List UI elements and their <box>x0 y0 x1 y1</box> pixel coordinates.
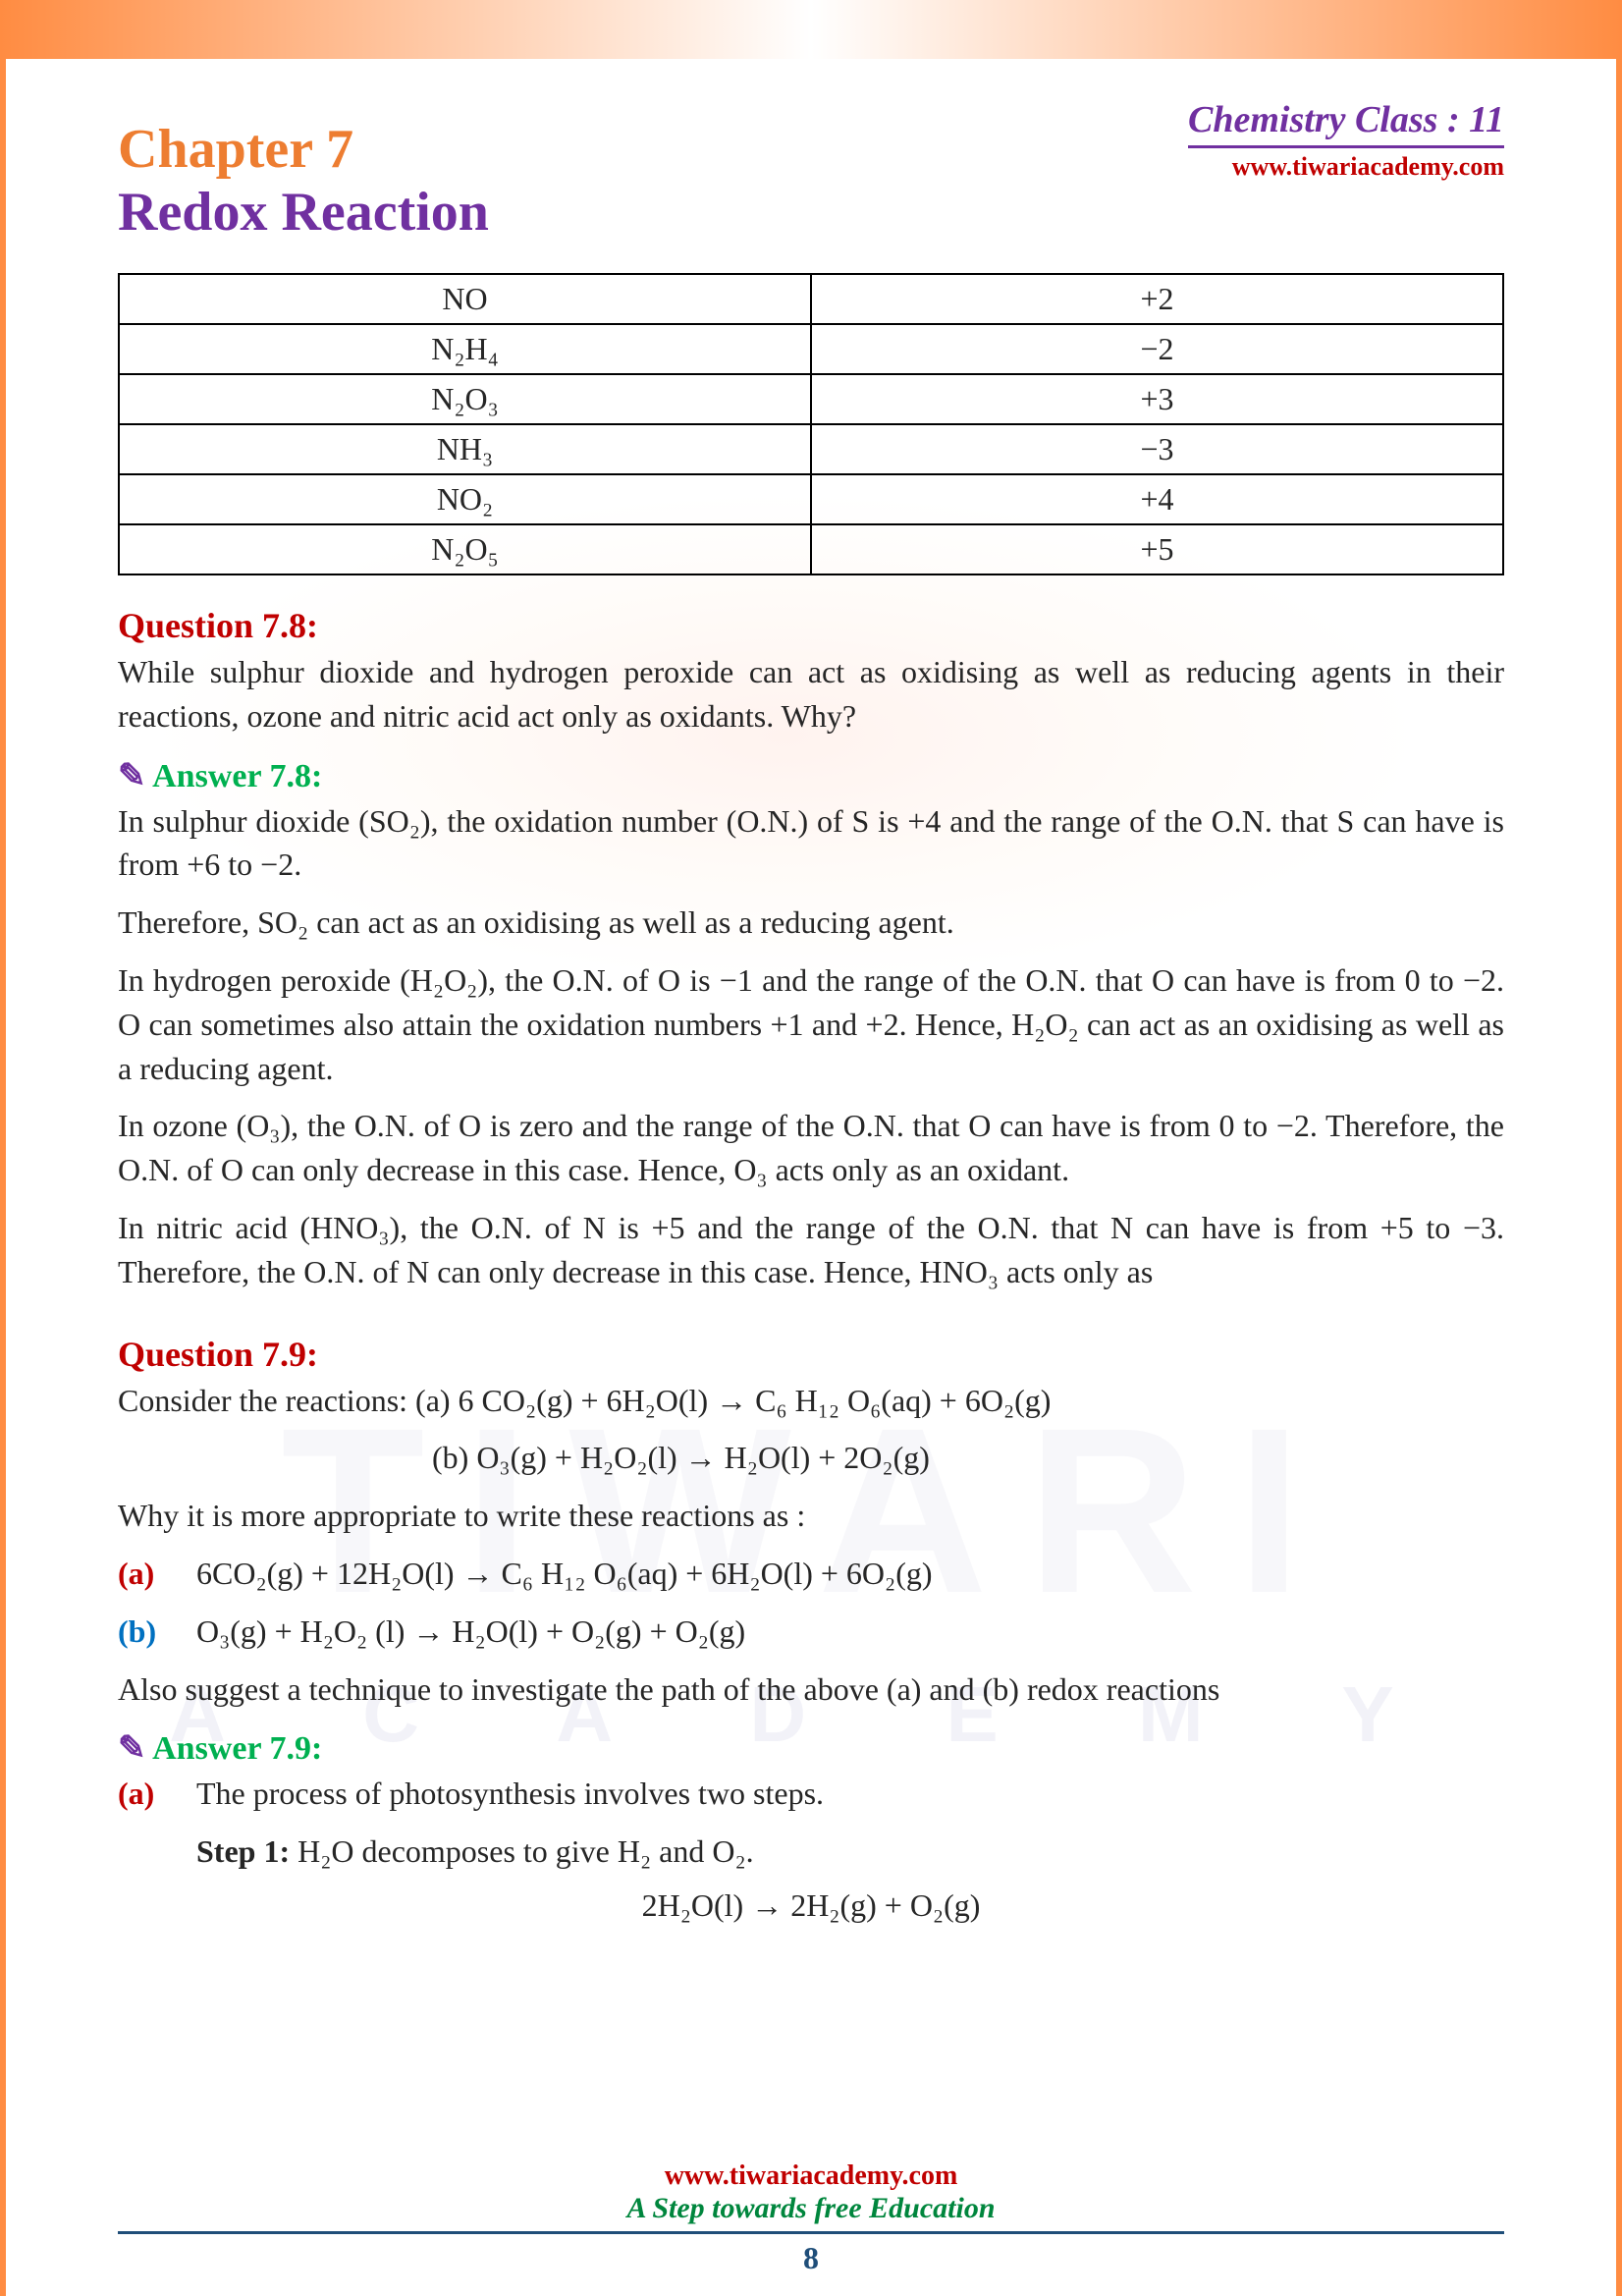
question-heading: Question 7.8: <box>118 605 1504 646</box>
option-b-text: O₃(g) + H₂O₂ (l) → H₂O(l) + O₂(g) + O₂(g… <box>196 1610 745 1654</box>
question-text: Also suggest a technique to investigate … <box>118 1667 1504 1712</box>
answer-a: (a) The process of photosynthesis involv… <box>118 1772 1504 1816</box>
cell-on: −2 <box>811 324 1503 374</box>
table-row: NO+2 <box>119 274 1503 324</box>
option-a: (a) 6CO₂(g) + 12H₂O(l) → C₆ H₁₂ O₆(aq) +… <box>118 1552 1504 1596</box>
table-row: N₂O₅+5 <box>119 524 1503 574</box>
cell-on: +2 <box>811 274 1503 324</box>
page-footer: www.tiwariacademy.com A Step towards fre… <box>0 2160 1622 2276</box>
step-label: Step 1: <box>196 1833 290 1869</box>
step-text: H₂O decomposes to give H₂ and O₂. <box>290 1833 754 1869</box>
question-text: Consider the reactions: (a) 6 CO₂(g) + 6… <box>118 1379 1504 1423</box>
step-line: Step 1: H₂O decomposes to give H₂ and O₂… <box>118 1830 1504 1874</box>
cell-compound: N₂H₄ <box>119 324 811 374</box>
question-text: While sulphur dioxide and hydrogen perox… <box>118 650 1504 738</box>
cell-on: −3 <box>811 424 1503 474</box>
answer-heading: Answer 7.8: <box>118 756 1504 795</box>
cell-compound: N₂O₅ <box>119 524 811 574</box>
table-row: N₂H₄−2 <box>119 324 1503 374</box>
cell-compound: NO₂ <box>119 474 811 524</box>
cell-compound: N₂O₃ <box>119 374 811 424</box>
answer-heading: Answer 7.9: <box>118 1728 1504 1768</box>
answer-para: In ozone (O₃), the O.N. of O is zero and… <box>118 1104 1504 1192</box>
table-row: NH₃−3 <box>119 424 1503 474</box>
answer-a-label: (a) <box>118 1772 167 1816</box>
page-number: 8 <box>0 2240 1622 2276</box>
question-heading: Question 7.9: <box>118 1334 1504 1375</box>
oxidation-table: NO+2 N₂H₄−2 N₂O₃+3 NH₃−3 NO₂+4 N₂O₅+5 <box>118 273 1504 575</box>
answer-para: Therefore, SO₂ can act as an oxidising a… <box>118 901 1504 945</box>
table-row: N₂O₃+3 <box>119 374 1503 424</box>
option-a-text: 6CO₂(g) + 12H₂O(l) → C₆ H₁₂ O₆(aq) + 6H₂… <box>196 1552 933 1596</box>
cell-on: +5 <box>811 524 1503 574</box>
option-a-label: (a) <box>118 1552 167 1596</box>
cell-on: +3 <box>811 374 1503 424</box>
page-content: Chemistry Class : 11 www.tiwariacademy.c… <box>0 0 1622 1969</box>
cell-compound: NH₃ <box>119 424 811 474</box>
footer-rule <box>118 2231 1504 2234</box>
header-url: www.tiwariacademy.com <box>1188 152 1504 182</box>
answer-para: In nitric acid (HNO₃), the O.N. of N is … <box>118 1206 1504 1294</box>
footer-url: www.tiwariacademy.com <box>0 2160 1622 2192</box>
option-b-label: (b) <box>118 1610 167 1654</box>
topic-title: Redox Reaction <box>118 181 1504 244</box>
option-b: (b) O₃(g) + H₂O₂ (l) → H₂O(l) + O₂(g) + … <box>118 1610 1504 1654</box>
answer-a-text: The process of photosynthesis involves t… <box>196 1772 824 1816</box>
header-right: Chemistry Class : 11 www.tiwariacademy.c… <box>1188 98 1504 182</box>
question-text: Why it is more appropriate to write thes… <box>118 1494 1504 1538</box>
equation: 2H₂O(l) → 2H₂(g) + O₂(g) <box>118 1887 1504 1924</box>
header-rule <box>1188 145 1504 148</box>
footer-motto: A Step towards free Education <box>0 2192 1622 2225</box>
table-row: NO₂+4 <box>119 474 1503 524</box>
cell-compound: NO <box>119 274 811 324</box>
question-text: (b) O₃(g) + H₂O₂(l) → H₂O(l) + 2O₂(g) <box>118 1436 1504 1480</box>
answer-para: In sulphur dioxide (SO₂), the oxidation … <box>118 799 1504 888</box>
class-title: Chemistry Class : 11 <box>1188 98 1504 141</box>
answer-para: In hydrogen peroxide (H₂O₂), the O.N. of… <box>118 958 1504 1090</box>
cell-on: +4 <box>811 474 1503 524</box>
